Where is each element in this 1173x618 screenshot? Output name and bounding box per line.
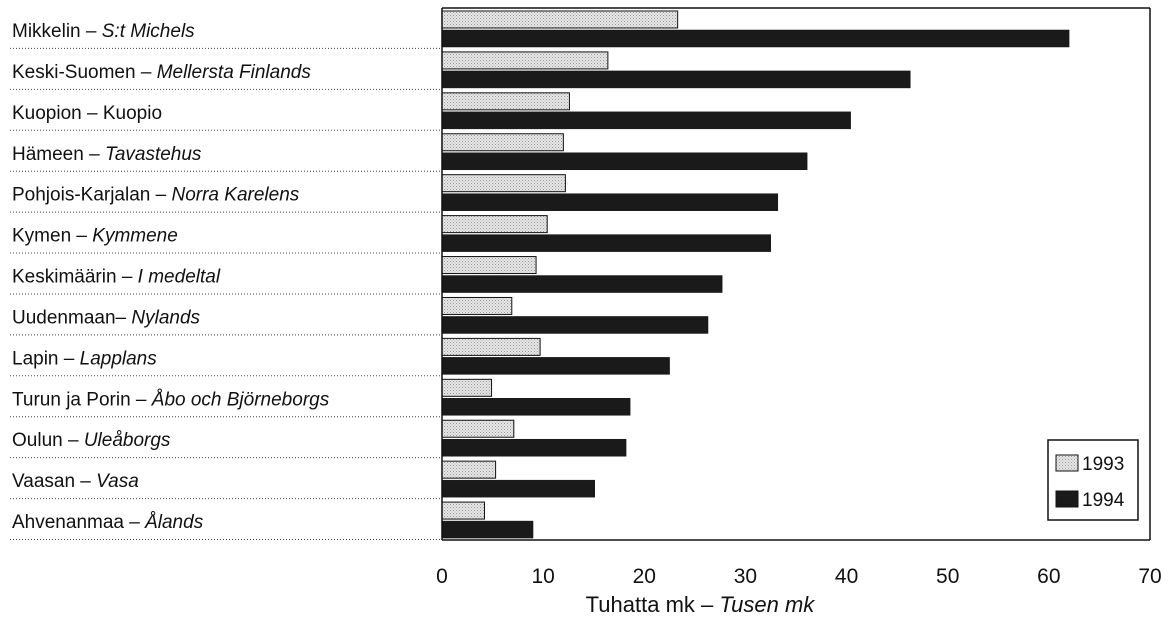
bar-1993 bbox=[441, 51, 609, 70]
category-label-italic: Tavastehus bbox=[105, 144, 202, 165]
category-label: Vaasan – Vasa bbox=[12, 471, 139, 492]
category-label-plain: Turun ja Porin – bbox=[12, 389, 152, 410]
bar-1993 bbox=[441, 460, 497, 479]
bar-1993 bbox=[441, 10, 679, 29]
bar-1993 bbox=[441, 92, 570, 111]
category-label-plain: Oulun – bbox=[12, 430, 84, 451]
bar-1994 bbox=[441, 70, 911, 89]
category-label: Keski-Suomen – Mellersta Finlands bbox=[12, 62, 311, 83]
category-label: Kymen – Kymmene bbox=[12, 226, 178, 247]
category-label: Ahvenanmaa – Ålands bbox=[12, 512, 204, 533]
category-label-plain: Mikkelin – bbox=[12, 21, 102, 42]
category-label-italic: Uleåborgs bbox=[84, 430, 171, 451]
x-tick-label: 70 bbox=[1138, 565, 1161, 588]
x-tick-label: 50 bbox=[936, 565, 959, 588]
x-tick-label: 30 bbox=[734, 565, 757, 588]
legend-swatch-1994 bbox=[1055, 490, 1079, 508]
x-tick-label: 60 bbox=[1037, 565, 1060, 588]
x-tick-label: 10 bbox=[531, 565, 554, 588]
x-axis-ticks: 0 10 20 30 40 50 60 70 bbox=[436, 565, 1162, 588]
legend: 1993 1994 bbox=[1047, 439, 1139, 521]
category-label-italic: Lapplans bbox=[80, 348, 158, 369]
bar-1994 bbox=[441, 479, 595, 498]
category-label: Hämeen – Tavastehus bbox=[12, 144, 202, 165]
bar-1993 bbox=[441, 419, 515, 438]
x-axis-title-italic: Tusen mk bbox=[719, 592, 815, 617]
bar-1994 bbox=[441, 29, 1070, 48]
bar-1994 bbox=[441, 234, 771, 252]
x-tick-label: 0 bbox=[436, 565, 448, 588]
category-label-plain: Kymen – bbox=[12, 226, 92, 247]
category-label-italic: Nylands bbox=[131, 307, 200, 328]
category-label-plain: Uudenmaan– bbox=[12, 307, 131, 328]
category-label: Pohjois-Karjalan – Norra Karelens bbox=[12, 185, 300, 206]
x-axis-title-plain: Tuhatta mk – bbox=[586, 592, 720, 617]
bar-1993 bbox=[441, 174, 566, 193]
category-label-italic: I medeltal bbox=[138, 267, 221, 288]
category-label: Keskimäärin – I medeltal bbox=[12, 267, 221, 288]
category-label: Mikkelin – S:t Michels bbox=[12, 21, 195, 42]
category-label-italic: Kymmene bbox=[92, 226, 178, 247]
bar-1994 bbox=[441, 520, 534, 539]
category-label: Lapin – Lapplans bbox=[12, 348, 157, 369]
x-tick-label: 40 bbox=[835, 565, 858, 588]
bar-1994 bbox=[441, 316, 709, 334]
x-axis-title: Tuhatta mk – Tusen mk bbox=[586, 592, 816, 617]
category-label-plain: Keskimäärin – bbox=[12, 267, 138, 288]
legend-label-1994: 1994 bbox=[1082, 490, 1125, 511]
category-label: Uudenmaan– Nylands bbox=[12, 307, 201, 328]
bar-1994 bbox=[441, 398, 631, 416]
x-tick-label: 20 bbox=[633, 565, 656, 588]
bar-1993 bbox=[441, 337, 541, 356]
category-label-plain: Lapin – bbox=[12, 348, 80, 369]
category-label-plain: Keski-Suomen – bbox=[12, 62, 157, 83]
category-label-italic: Norra Karelens bbox=[171, 185, 299, 206]
bar-1993 bbox=[441, 133, 564, 152]
bars bbox=[441, 10, 1070, 539]
category-label-plain: Kuopion – Kuopio bbox=[12, 103, 162, 124]
category-label-plain: Ahvenanmaa – bbox=[12, 512, 145, 533]
category-label-italic: Ålands bbox=[144, 512, 204, 533]
bar-1993 bbox=[441, 215, 548, 234]
category-label-plain: Pohjois-Karjalan – bbox=[12, 185, 171, 206]
category-label-plain: Hämeen – bbox=[12, 144, 105, 165]
bar-1993 bbox=[441, 501, 485, 520]
category-label: Kuopion – Kuopio bbox=[12, 103, 162, 124]
bar-1993 bbox=[441, 296, 513, 315]
legend-label-1993: 1993 bbox=[1082, 454, 1124, 475]
category-label-italic: Vasa bbox=[96, 471, 139, 492]
bar-1994 bbox=[441, 152, 808, 171]
bar-1994 bbox=[441, 275, 723, 293]
plot-frame bbox=[441, 7, 1151, 541]
category-label-italic: S:t Michels bbox=[102, 21, 195, 42]
bar-1993 bbox=[441, 256, 537, 275]
category-labels: Mikkelin – S:t Michels Keski-Suomen – Mel… bbox=[10, 21, 442, 540]
category-label-plain: Vaasan – bbox=[12, 471, 96, 492]
bar-1994 bbox=[441, 111, 851, 130]
category-label-italic: Mellersta Finlands bbox=[157, 62, 312, 83]
legend-swatch-1993 bbox=[1055, 454, 1079, 472]
bar-1993 bbox=[441, 378, 493, 397]
category-label-italic: Åbo och Björneborgs bbox=[151, 389, 330, 410]
bar-1994 bbox=[441, 357, 670, 375]
category-label: Oulun – Uleåborgs bbox=[12, 430, 171, 451]
bar-1994 bbox=[441, 438, 627, 457]
bar-1994 bbox=[441, 193, 779, 211]
category-label: Turun ja Porin – Åbo och Björneborgs bbox=[12, 389, 330, 410]
